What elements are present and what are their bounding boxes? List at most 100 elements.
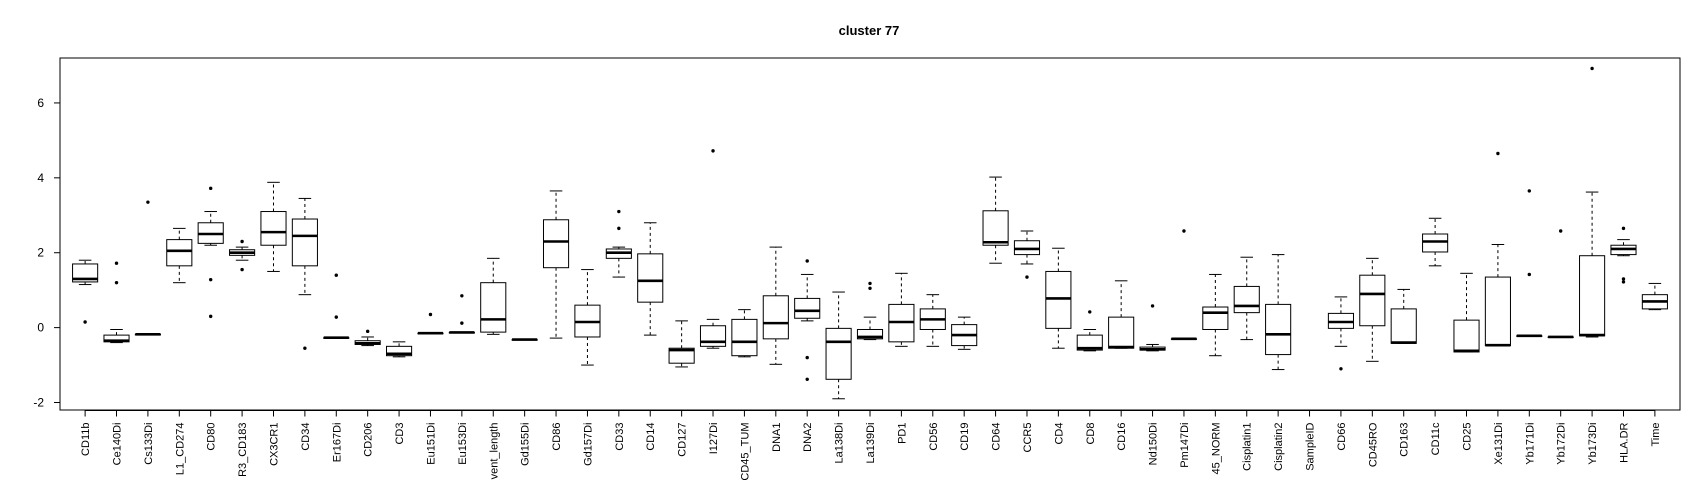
chart-title: cluster 77 bbox=[839, 23, 900, 38]
outlier-point bbox=[1339, 367, 1343, 371]
x-tick-label: CD64 bbox=[991, 423, 1003, 451]
outlier-point bbox=[365, 329, 370, 334]
x-tick-label: Gd155Di bbox=[520, 423, 532, 466]
box-CCR5 bbox=[1013, 230, 1041, 279]
x-tick-label: CD14 bbox=[645, 423, 657, 451]
box-iqr bbox=[1422, 233, 1449, 253]
box-CD163 bbox=[1390, 288, 1417, 344]
outlier-point bbox=[1590, 66, 1594, 71]
x-tick-label: CD4 bbox=[1053, 423, 1065, 445]
box-DNA2 bbox=[794, 259, 821, 381]
x-tick-label: CD3 bbox=[394, 423, 406, 445]
box-HLA.DR bbox=[1610, 226, 1637, 284]
box-Cisplatin2 bbox=[1265, 254, 1292, 371]
outlier-point bbox=[1025, 275, 1029, 279]
x-tick-label: Pm147Di bbox=[1179, 423, 1191, 468]
y-tick-label: -2 bbox=[33, 396, 44, 410]
box-CD206 bbox=[354, 329, 381, 347]
box-iqr bbox=[1579, 255, 1606, 337]
outlier-point bbox=[617, 209, 621, 214]
x-tick-label: Xe131Di bbox=[1493, 423, 1505, 465]
box-Ce140Di bbox=[103, 261, 130, 344]
x-axis: CD11b Ce140Di Cs133Di L1_CD274 CD80 R3_CD183 C… bbox=[80, 410, 1662, 480]
box-iqr bbox=[637, 253, 664, 303]
outlier-point bbox=[1496, 151, 1500, 156]
outlier-point bbox=[146, 200, 150, 204]
x-tick-label: CD66 bbox=[1336, 423, 1348, 451]
x-tick-label: CD206 bbox=[363, 423, 375, 457]
y-tick-label: 2 bbox=[37, 246, 44, 260]
y-tick-label: 6 bbox=[37, 96, 44, 110]
box-iqr bbox=[856, 328, 884, 340]
x-tick-label: CCR5 bbox=[1022, 423, 1034, 453]
x-tick-label: Ce140Di bbox=[112, 423, 124, 466]
outlier-point bbox=[334, 315, 338, 319]
outlier-point bbox=[114, 280, 119, 285]
box-Er167Di bbox=[323, 273, 350, 340]
box-CD11b bbox=[72, 259, 99, 324]
box-iqr bbox=[72, 263, 99, 283]
x-tick-label: Yb173Di bbox=[1587, 423, 1599, 465]
boxes-layer bbox=[72, 66, 1668, 400]
box-DNA1 bbox=[762, 246, 789, 365]
box-CD14 bbox=[637, 222, 664, 336]
x-tick-label: DNA1 bbox=[771, 423, 783, 452]
box-CD34 bbox=[291, 197, 318, 350]
box-iqr bbox=[1202, 306, 1229, 330]
outlier-point bbox=[240, 239, 244, 244]
x-tick-label: Er167Di bbox=[331, 423, 343, 463]
x-tick-label: CD45RO bbox=[1367, 422, 1379, 467]
box-La138Di bbox=[825, 291, 852, 400]
x-tick-label: Yb171Di bbox=[1524, 423, 1536, 465]
x-tick-label: PD1 bbox=[896, 423, 908, 444]
box-CD45RO bbox=[1359, 257, 1386, 362]
x-tick-label: CD163 bbox=[1399, 423, 1411, 457]
x-tick-label: Cs133Di bbox=[143, 423, 155, 465]
x-tick-label: CD56 bbox=[928, 423, 940, 451]
x-tick-label: CD86 bbox=[551, 423, 563, 451]
outlier-point bbox=[1182, 229, 1186, 233]
outlier-point bbox=[1621, 277, 1626, 281]
box-iqr bbox=[260, 211, 287, 246]
box-iqr bbox=[1359, 274, 1386, 327]
outlier-point bbox=[208, 314, 213, 319]
box-La139Di bbox=[856, 281, 884, 341]
box-iqr bbox=[1108, 316, 1135, 349]
box-Time bbox=[1641, 282, 1668, 311]
box-iqr bbox=[731, 318, 758, 357]
x-tick-label: CD11c bbox=[1430, 422, 1442, 455]
outlier-point bbox=[805, 355, 809, 360]
box-CD8 bbox=[1076, 310, 1103, 352]
outlier-point bbox=[460, 321, 464, 325]
outlier-point bbox=[208, 186, 213, 191]
box-Xe131Di bbox=[1484, 151, 1511, 347]
outlier-point bbox=[868, 281, 872, 286]
box-CD25 bbox=[1453, 272, 1480, 353]
outlier-point bbox=[1527, 272, 1532, 277]
box-CX3CR1 bbox=[260, 181, 287, 272]
x-tick-label: CD8 bbox=[1085, 423, 1097, 445]
box-Yb173Di bbox=[1579, 66, 1606, 338]
box-Yb171Di bbox=[1516, 189, 1543, 338]
outlier-point bbox=[208, 277, 213, 282]
box-iqr bbox=[1076, 334, 1103, 351]
box-CD64 bbox=[982, 176, 1009, 264]
box-CD45_TUM bbox=[731, 309, 758, 358]
x-tick-label: Nd150Di bbox=[1148, 423, 1160, 466]
box-vent_length bbox=[480, 257, 507, 335]
outlier-point bbox=[460, 294, 464, 298]
x-tick-label: I127Di bbox=[708, 423, 720, 455]
box-Cs133Di bbox=[134, 200, 161, 336]
x-tick-label: SampleID bbox=[1305, 422, 1317, 470]
box-R3_CD183 bbox=[229, 239, 256, 272]
outlier-point bbox=[1150, 304, 1155, 308]
box-iqr bbox=[982, 210, 1009, 246]
outlier-point bbox=[1088, 310, 1092, 314]
box-iqr bbox=[1390, 308, 1417, 344]
x-tick-label: La138Di bbox=[834, 423, 846, 464]
box-Yb172Di bbox=[1547, 229, 1574, 339]
box-L1_CD274 bbox=[166, 227, 193, 284]
x-tick-label: R3_CD183 bbox=[237, 423, 249, 477]
x-tick-label: CD11b bbox=[80, 423, 92, 456]
